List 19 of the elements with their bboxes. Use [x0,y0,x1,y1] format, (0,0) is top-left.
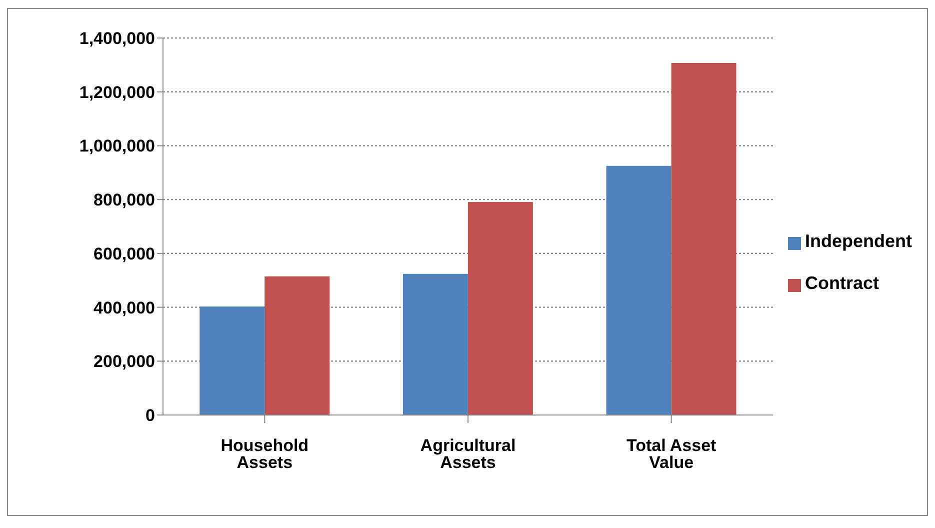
bar [402,274,468,415]
y-tick-label: 1,200,000 [79,82,155,102]
y-tick-label: 600,000 [94,244,155,264]
y-tick-label: 400,000 [94,298,155,318]
y-tick-label: 200,000 [94,352,155,372]
x-tick-label: Household Assets [220,436,309,472]
y-tick-label: 800,000 [94,190,155,210]
x-tick-label: Agricultural Assets [420,436,516,472]
y-tick-label: 1,000,000 [79,136,155,156]
bar [606,166,672,415]
bar [200,306,265,415]
y-tick-label: 1,400,000 [79,29,155,48]
bar [671,63,736,415]
bar [264,276,330,415]
bar [468,202,533,415]
legend-label: Independent [805,231,912,251]
legend-label: Contract [805,273,880,293]
y-tick-label: 0 [146,406,155,426]
x-tick-label: Total Asset Value [626,436,717,472]
